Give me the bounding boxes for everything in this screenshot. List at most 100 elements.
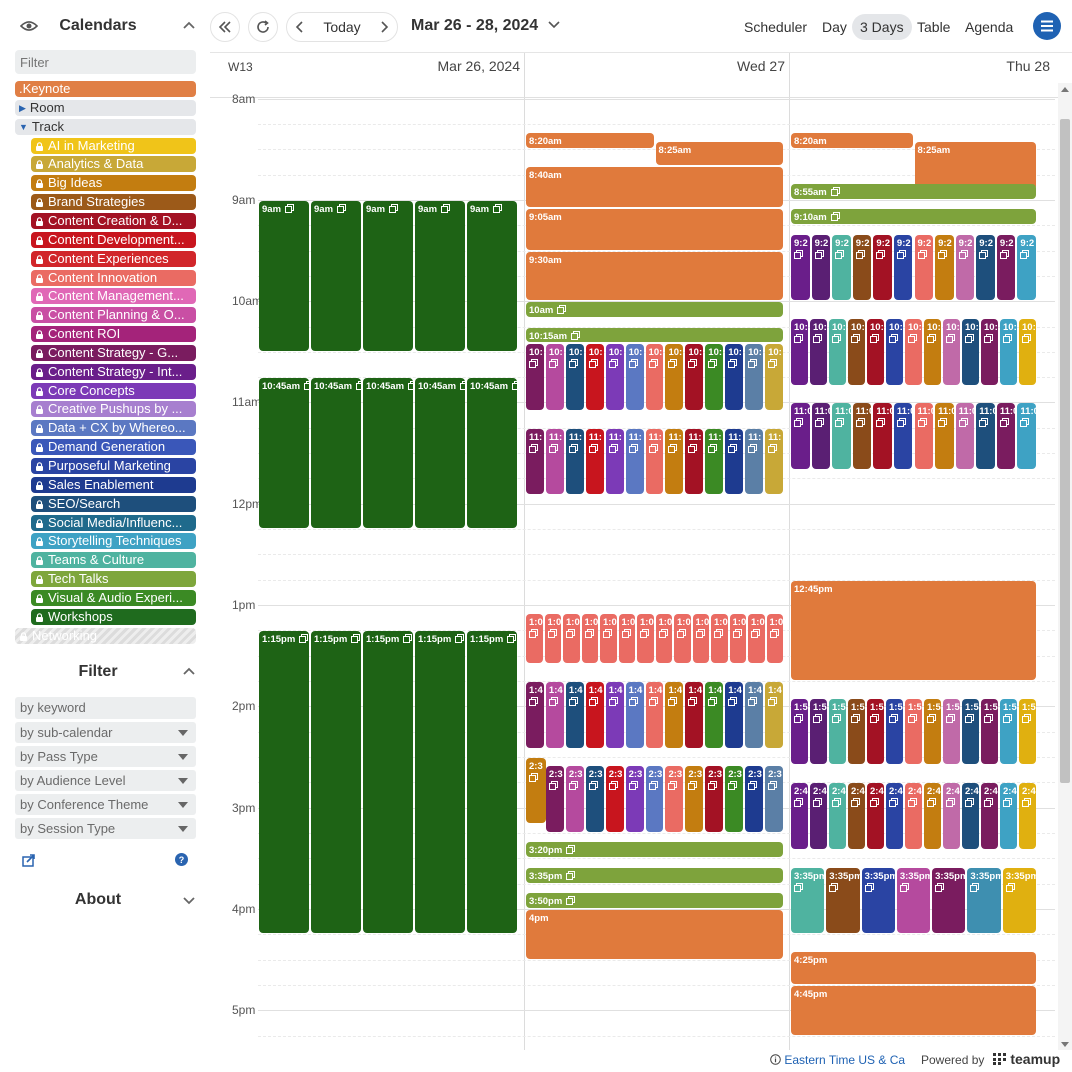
calendar-item-networking[interactable]: Networking [15, 627, 196, 644]
calendar-event[interactable]: 1:15pm [311, 631, 361, 934]
calendar-event[interactable]: 2:3 [645, 766, 664, 832]
calendar-event[interactable]: 9:2 [852, 234, 872, 301]
calendar-item-tech-talks[interactable]: Tech Talks [31, 571, 196, 588]
calendar-event[interactable]: 10:45am [467, 378, 517, 529]
calendar-event[interactable]: 1:0 [563, 614, 580, 664]
calendar-event[interactable]: 1:0 [544, 614, 561, 664]
calendar-event[interactable]: 1:5 [924, 698, 941, 765]
calendars-header[interactable]: Calendars [14, 11, 196, 41]
calendar-event[interactable]: 2:3 [725, 766, 744, 832]
calendar-event[interactable]: 9:2 [976, 234, 995, 301]
calendar-event[interactable]: 11: [705, 428, 724, 495]
calendar-event[interactable]: 9:2 [893, 234, 913, 301]
calendar-event[interactable]: 8:20am [791, 133, 913, 149]
filter-by-session-type[interactable]: by Session Type [15, 818, 196, 839]
chevron-down-icon[interactable] [182, 893, 196, 907]
calendar-event[interactable]: 1:4 [545, 682, 564, 748]
calendar-event[interactable]: 10: [645, 344, 664, 410]
calendar-event[interactable]: 1:4 [565, 682, 584, 748]
calendar-event[interactable]: 2:4 [905, 783, 922, 849]
calendar-event[interactable]: 2:4 [1019, 783, 1036, 849]
calendar-event[interactable]: 3:50pm [526, 893, 783, 908]
calendar-event[interactable]: 1:0 [655, 614, 672, 664]
calendar-event[interactable]: 2:4 [943, 783, 960, 849]
calendar-event[interactable]: 1:0 [692, 614, 709, 664]
calendar-item-purposeful-marketing[interactable]: Purposeful Marketing [31, 458, 196, 474]
menu-button[interactable] [1033, 12, 1061, 40]
calendar-event[interactable]: 10: [745, 344, 764, 410]
calendar-event[interactable]: 10: [765, 344, 783, 410]
eye-icon[interactable] [20, 20, 38, 32]
calendar-event[interactable]: 1:4 [625, 682, 644, 748]
chevron-up-icon[interactable] [182, 19, 196, 33]
filter-by-conference-theme[interactable]: by Conference Theme [15, 794, 196, 815]
calendar-event[interactable]: 10: [685, 344, 704, 410]
calendar-event[interactable]: 10: [1000, 319, 1017, 385]
calendar-event[interactable]: 8:25am [655, 141, 783, 166]
calendar-event[interactable]: 2:3 [685, 766, 704, 832]
calendar-event[interactable]: 1:4 [605, 682, 624, 748]
calendar-event[interactable]: 11: [665, 428, 684, 495]
calendar-event[interactable]: 11: [765, 428, 783, 495]
calendar-event[interactable]: 1:0 [637, 614, 654, 664]
calendar-event[interactable]: 2:4 [791, 783, 808, 849]
calendar-event[interactable]: 10: [886, 319, 903, 385]
calendar-event[interactable]: 1:4 [725, 682, 744, 748]
calendar-event[interactable]: 2:4 [962, 783, 979, 849]
calendar-item-seo-search[interactable]: SEO/Search [31, 495, 196, 512]
calendar-event[interactable]: 10: [848, 319, 865, 385]
calendar-event[interactable]: 2:3 [705, 766, 724, 832]
calendar-event[interactable]: 9:05am [526, 209, 783, 250]
calendar-event[interactable]: 1:4 [745, 682, 764, 748]
calendar-event[interactable]: 2:3 [585, 766, 604, 832]
calendar-event[interactable]: 10: [605, 344, 624, 410]
calendar-event[interactable]: 11:0 [811, 403, 831, 469]
calendar-event[interactable]: 10: [1019, 319, 1036, 385]
calendar-event[interactable]: 1:4 [705, 682, 724, 748]
calendar-event[interactable]: 1:5 [962, 698, 979, 765]
calendar-event[interactable]: 10: [829, 319, 846, 385]
calendar-event[interactable]: 1:0 [711, 614, 728, 664]
calendar-event[interactable]: 11:0 [873, 403, 892, 469]
calendar-event[interactable]: 9:2 [811, 234, 831, 301]
calendar-event[interactable]: 9:2 [914, 234, 934, 301]
calendar-item-analytics-data[interactable]: Analytics & Data [31, 156, 196, 173]
calendar-event[interactable]: 1:0 [766, 614, 783, 664]
calendar-event[interactable]: 11: [745, 428, 764, 495]
calendar-event[interactable]: 10: [810, 319, 827, 385]
calendar-event[interactable]: 9:30am [526, 251, 783, 301]
view-day[interactable]: Day [822, 19, 847, 35]
calendar-item-visual-audio-experi[interactable]: Visual & Audio Experi... [31, 589, 196, 606]
calendar-event[interactable]: 8:25am [914, 141, 1036, 191]
calendar-event[interactable]: 9am [467, 200, 517, 351]
chevron-left-icon[interactable] [295, 20, 305, 34]
calendar-event[interactable]: 10: [585, 344, 604, 410]
calendar-item-keynote[interactable]: .Keynote [15, 81, 196, 97]
calendar-item-creative-pushups-by[interactable]: Creative Pushups by ... [31, 401, 196, 418]
calendar-event[interactable]: 3:35pm [791, 867, 825, 934]
chevron-up-icon[interactable] [182, 665, 196, 679]
calendar-event[interactable]: 3:35pm [861, 867, 895, 934]
day-header[interactable]: Thu 28 [1006, 58, 1050, 74]
calendar-item-content-management[interactable]: Content Management... [31, 288, 196, 305]
calendar-event[interactable]: 9:2 [996, 234, 1016, 301]
share-icon[interactable] [22, 853, 36, 867]
calendar-event[interactable]: 1:5 [981, 698, 998, 765]
calendar-event[interactable]: 3:35pm [896, 867, 931, 934]
calendar-event[interactable]: 1:4 [585, 682, 604, 748]
calendar-event[interactable]: 11: [645, 428, 664, 495]
calendar-event[interactable]: 11:0 [1017, 403, 1036, 469]
calendar-event[interactable]: 11:0 [935, 403, 954, 469]
calendar-event[interactable]: 8:55am [791, 183, 1036, 199]
calendar-event[interactable]: 10: [625, 344, 644, 410]
calendar-event[interactable]: 1:5 [943, 698, 960, 765]
calendar-event[interactable]: 10: [867, 319, 884, 385]
day-header[interactable]: Wed 27 [737, 58, 785, 74]
calendar-item-content-planning-o[interactable]: Content Planning & O... [31, 307, 196, 324]
calendar-event[interactable]: 2:3 [745, 766, 764, 832]
calendar-event[interactable]: 8:40am [526, 167, 783, 208]
calendar-event[interactable]: 10: [962, 319, 979, 385]
chevron-right-icon[interactable] [379, 20, 389, 34]
calendar-item-sales-enablement[interactable]: Sales Enablement [31, 476, 196, 493]
calendar-event[interactable]: 1:5 [810, 698, 827, 765]
